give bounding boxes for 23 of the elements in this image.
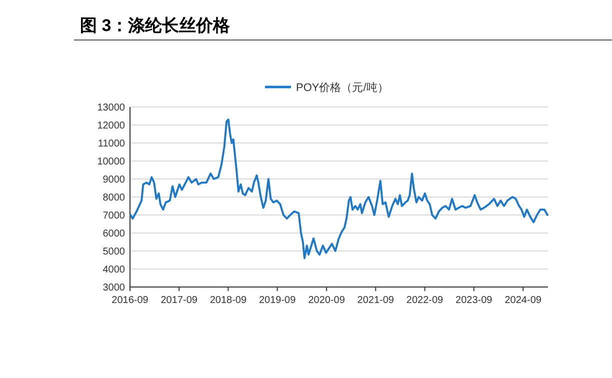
line-series <box>130 118 548 260</box>
y-tick-label: 4000 <box>102 264 126 276</box>
chart-title: 图 3：涤纶长丝价格 <box>80 16 232 35</box>
x-tick-label: 2023-09 <box>456 295 493 306</box>
y-tick-label: 8000 <box>102 192 126 204</box>
y-tick-label: 11000 <box>98 138 126 150</box>
legend-label: POY价格（元/吨） <box>296 81 388 94</box>
y-tick-label: 12000 <box>97 120 126 132</box>
y-tick-label: 6000 <box>102 228 126 240</box>
y-tick-label: 7000 <box>102 210 126 222</box>
x-tick-label: 2017-09 <box>160 295 198 306</box>
y-tick-label: 13000 <box>97 102 126 114</box>
x-tick-label: 2024-09 <box>504 295 542 306</box>
x-tick-label: 2019-09 <box>258 295 296 306</box>
x-tick-label: 2020-09 <box>308 295 346 306</box>
y-tick-label: 5000 <box>102 246 126 258</box>
y-tick-label: 9000 <box>102 174 126 186</box>
y-tick-label: 10000 <box>97 156 126 168</box>
x-tick-label: 2021-09 <box>357 295 394 306</box>
x-tick-label: 2016-09 <box>112 295 149 306</box>
x-tick-label: 2022-09 <box>406 295 444 306</box>
x-tick-label: 2018-09 <box>210 295 247 306</box>
y-tick-label: 3000 <box>102 282 126 294</box>
